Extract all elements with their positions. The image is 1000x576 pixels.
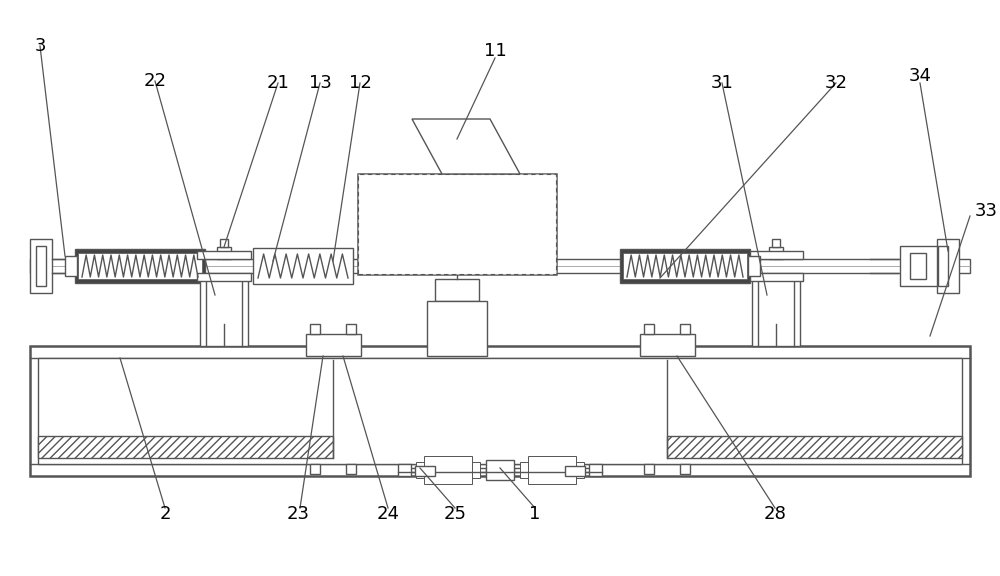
Bar	[769, 247, 783, 259]
Text: 13: 13	[309, 74, 331, 92]
Text: 28: 28	[764, 505, 786, 523]
Bar	[486, 460, 514, 480]
Bar	[358, 174, 556, 274]
Bar	[435, 279, 479, 301]
Bar	[749, 273, 803, 281]
Bar	[253, 248, 353, 284]
Text: 32: 32	[824, 74, 848, 92]
Bar	[75, 249, 205, 283]
Bar	[197, 273, 251, 281]
Bar	[427, 301, 487, 356]
Bar	[528, 456, 576, 484]
Text: 11: 11	[484, 42, 506, 60]
Bar	[197, 251, 251, 259]
Bar	[772, 239, 780, 247]
Bar	[589, 464, 602, 476]
Bar	[346, 324, 356, 334]
Bar	[415, 466, 435, 476]
Text: 12: 12	[349, 74, 371, 92]
Text: 22: 22	[144, 72, 166, 90]
Bar	[36, 246, 46, 286]
Bar	[900, 246, 938, 286]
Bar	[680, 464, 690, 474]
Text: 25: 25	[444, 505, 466, 523]
Bar	[416, 462, 480, 478]
Bar	[640, 334, 695, 356]
Bar	[30, 239, 52, 293]
Text: 34: 34	[908, 67, 932, 85]
Bar	[910, 253, 926, 279]
Polygon shape	[412, 119, 520, 174]
Text: 2: 2	[159, 505, 171, 523]
Bar	[644, 464, 654, 474]
Bar	[644, 324, 654, 334]
Bar	[749, 251, 803, 259]
Bar	[306, 334, 361, 356]
Bar	[398, 464, 411, 476]
Bar	[748, 256, 760, 276]
Text: 3: 3	[34, 37, 46, 55]
Bar	[680, 324, 690, 334]
Bar	[752, 275, 800, 346]
Text: 23: 23	[287, 505, 310, 523]
Text: 24: 24	[376, 505, 400, 523]
Bar	[38, 358, 962, 464]
Bar	[346, 464, 356, 474]
Bar	[514, 468, 590, 472]
Bar	[424, 456, 472, 484]
Bar	[310, 464, 320, 474]
Text: 33: 33	[975, 202, 998, 220]
Text: 1: 1	[529, 505, 541, 523]
Bar	[30, 346, 970, 476]
Bar	[938, 246, 948, 286]
Bar	[565, 466, 585, 476]
Text: 31: 31	[711, 74, 733, 92]
Bar	[667, 436, 962, 458]
Bar	[310, 324, 320, 334]
Bar	[65, 256, 77, 276]
Bar	[520, 462, 584, 478]
Bar	[38, 436, 333, 458]
Bar	[220, 239, 228, 247]
Bar	[623, 253, 747, 279]
Bar	[358, 174, 556, 274]
Bar	[78, 253, 202, 279]
Bar	[217, 247, 231, 259]
Bar	[200, 275, 248, 346]
Bar	[30, 259, 970, 273]
Bar	[620, 249, 750, 283]
Text: 21: 21	[267, 74, 289, 92]
Bar	[410, 468, 486, 472]
Bar	[937, 239, 959, 293]
